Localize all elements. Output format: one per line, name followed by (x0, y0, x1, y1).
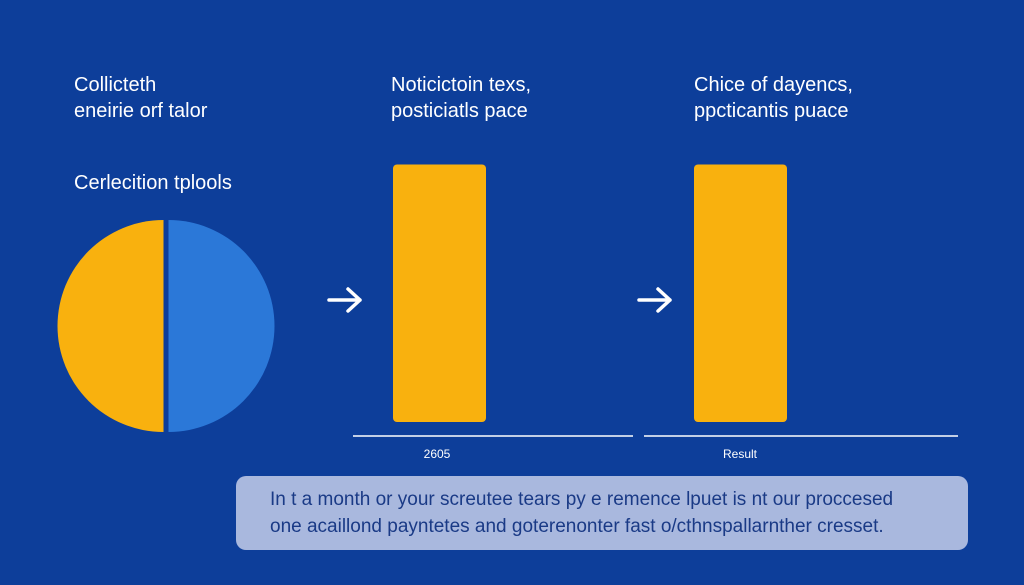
bar-chart: Result (644, 164, 958, 461)
heading-line: ppcticantis puace (694, 100, 849, 122)
bar-chart-panel-1: Noticictoin texs, posticiatls pace 2605 (350, 0, 640, 470)
pie-chart-panel: Collicteth eneirie orf talor Cerlecition… (0, 0, 330, 470)
caption-line: one acaillond payntetes and goterenonter… (270, 516, 884, 537)
chart-title: Cerlecition tplools (74, 172, 232, 194)
panel-heading: Chice of dayencs, ppcticantis puace (694, 72, 853, 124)
heading-line: Noticictoin texs, (391, 74, 532, 96)
pie-slice (168, 220, 275, 432)
pie-slice (57, 220, 164, 432)
panel-heading: Collicteth eneirie orf talor (74, 72, 207, 124)
panel-heading: Noticictoin texs, posticiatls pace (391, 72, 531, 124)
arrow-right-icon (637, 287, 672, 313)
caption-box: In t a month or your screutee tears py e… (236, 476, 968, 550)
bar-chart: 2605 (353, 164, 633, 461)
caption-line: In t a month or your screutee tears py e… (270, 489, 894, 510)
heading-line: Collicteth (74, 74, 157, 96)
x-tick-label: 2605 (424, 447, 451, 461)
heading-line: Chice of dayencs, (694, 74, 853, 96)
arrow-right-icon (327, 287, 362, 313)
bar (393, 164, 486, 423)
bar (694, 164, 787, 423)
heading-line: posticiatls pace (391, 100, 528, 122)
heading-line: eneirie orf talor (74, 100, 208, 122)
x-tick-label: Result (723, 447, 758, 461)
bar-chart-panel-2: Chice of dayencs, ppcticantis puace Resu… (640, 0, 970, 470)
pie-chart (57, 220, 275, 432)
